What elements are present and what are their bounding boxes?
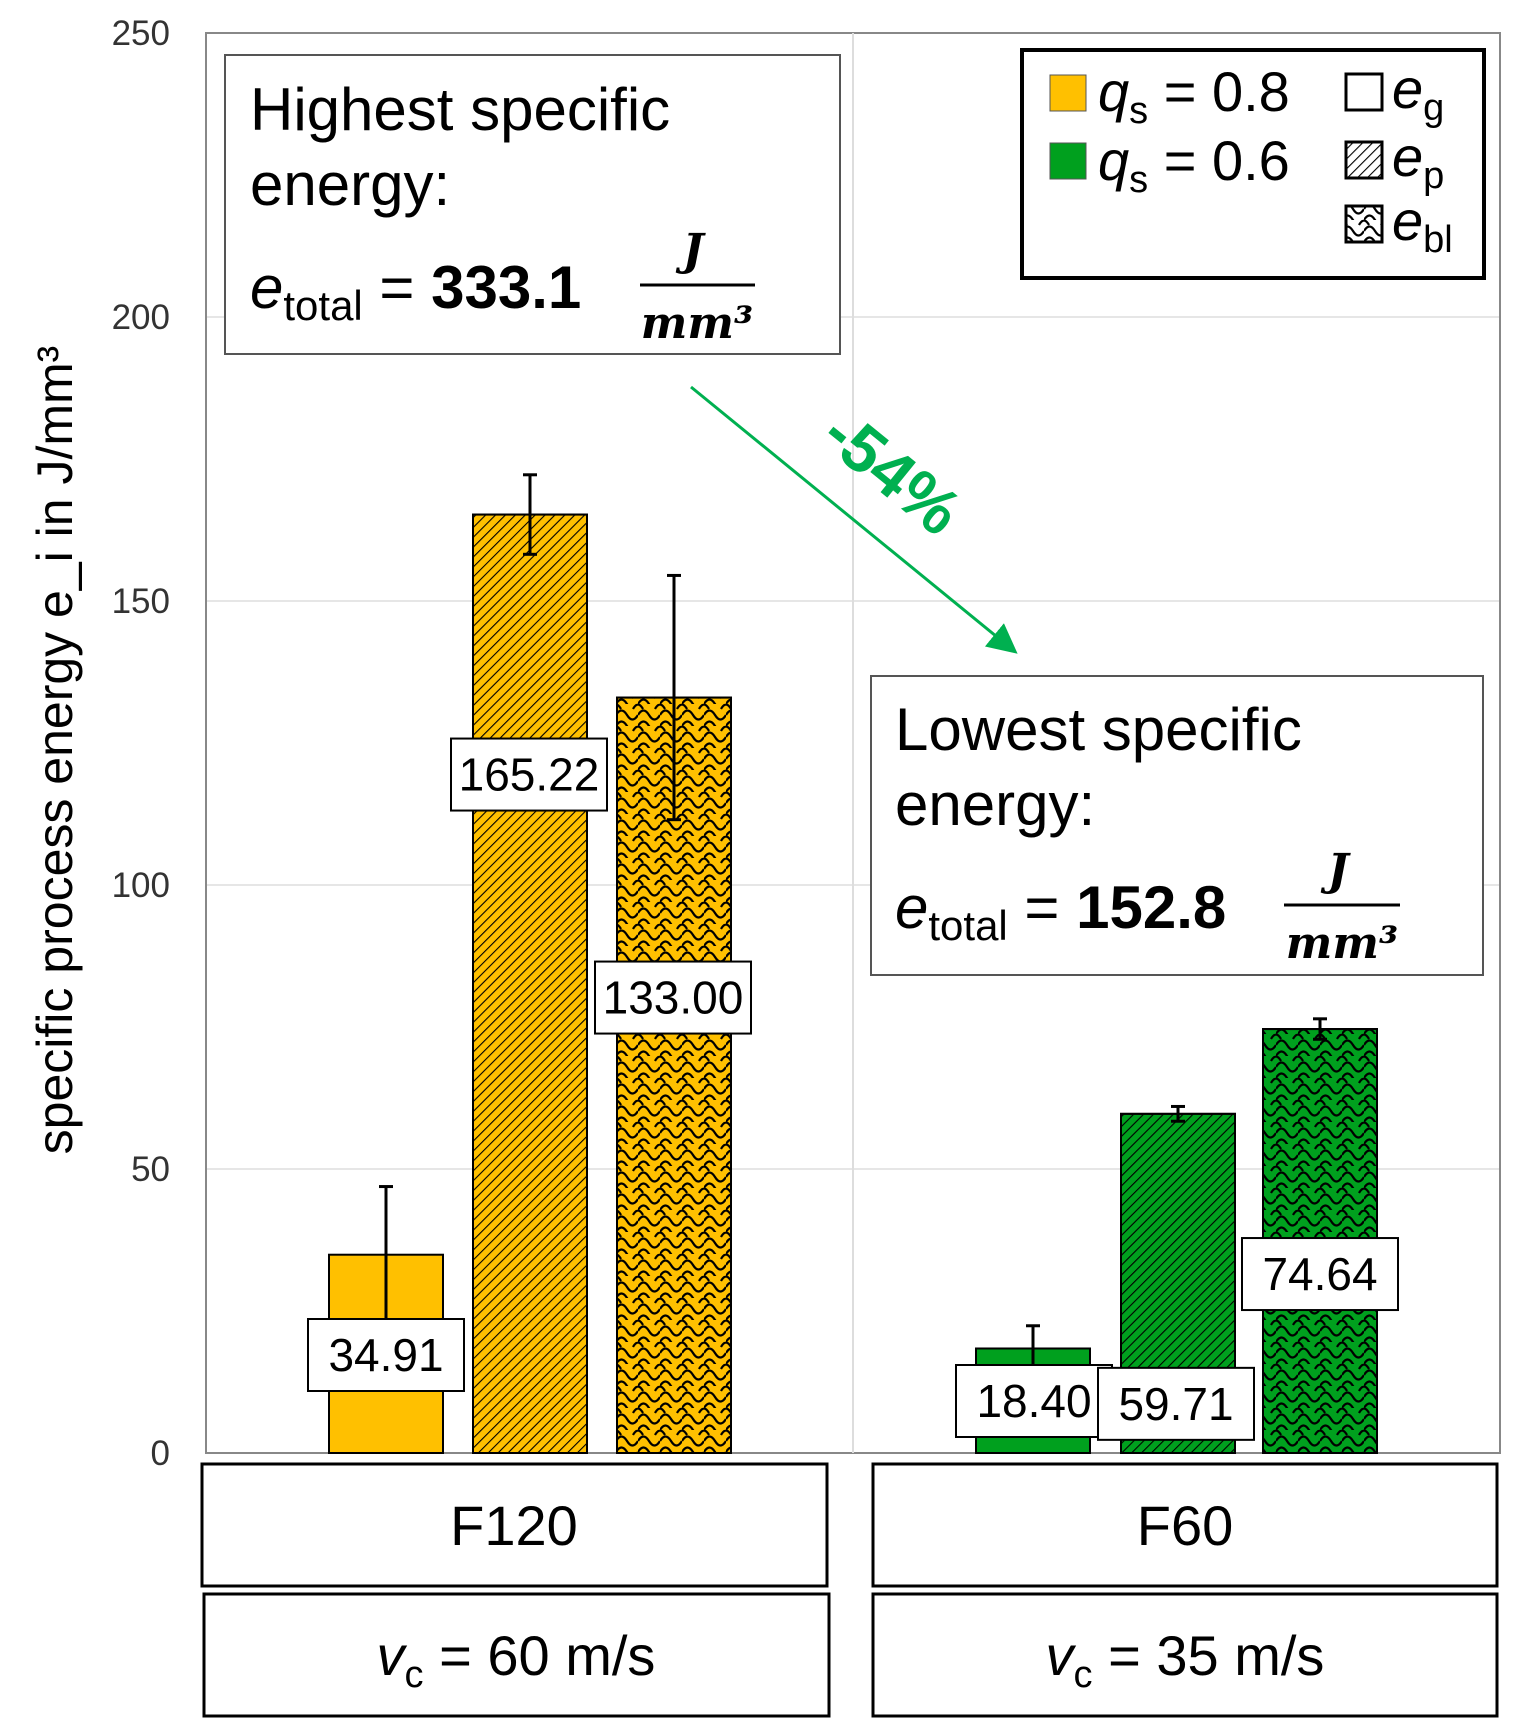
data-label-box [594,960,752,1035]
y-tick-label: 200 [112,298,170,337]
svg-text:vc = 60 m/s: vc = 60 m/s [377,1624,656,1696]
category-f60: F60 [871,1462,1499,1588]
legend-swatch-yellow [1049,74,1087,112]
data-label: 133.00 [603,972,744,1024]
y-tick-label: 100 [112,866,170,905]
bar-pattern-F120-e_bl [616,696,732,1454]
y-tick-label: 150 [112,582,170,621]
legend-swatch-green [1049,142,1087,180]
reduction-arrow [690,385,1018,654]
legend-ep: ep [1392,125,1444,197]
legend: qs = 0.8 qs = 0.6 eg ep ebl [1020,48,1486,280]
data-label-box [307,1318,465,1392]
highest-unit-den: mm³ [641,298,753,349]
data-label: 165.22 [459,749,600,801]
y-tick-label: 0 [151,1434,170,1473]
svg-text:vc = 35 m/s: vc = 35 m/s [1046,1624,1325,1696]
legend-qs-06: qs = 0.6 [1098,129,1290,201]
legend-pattern-ebl [1344,204,1384,244]
y-axis-title: specific process energy e_i in J/mm³ [27,346,83,1155]
data-label-box [450,737,608,812]
data-label-box [955,1364,1113,1438]
data-label-box [1097,1366,1255,1441]
y-tick-label: 250 [112,14,170,53]
y-tick-label: 50 [131,1150,170,1189]
data-label: 59.71 [1118,1378,1233,1430]
bar-pattern-F120-e_p [472,513,588,1454]
legend-ebl: ebl [1392,189,1453,261]
legend-pattern-ep [1344,140,1384,180]
data-label: 34.91 [328,1329,443,1381]
svg-text:F120: F120 [450,1494,578,1557]
y-tick-labels: 0 50 100 150 200 250 [112,14,170,1473]
lowest-unit-den: mm³ [1286,918,1398,969]
highest-line2: energy: [250,151,450,218]
data-label-box [1241,1237,1399,1312]
lowest-line1: Lowest specific [895,696,1302,763]
lowest-formula: etotal = 152.8 [895,874,1226,949]
lowest-line2: energy: [895,771,1095,838]
svg-text:F60: F60 [1137,1494,1234,1557]
error-bars [379,473,1327,1373]
category-vc-35: vc = 35 m/s [871,1592,1499,1718]
category-vc-60: vc = 60 m/s [202,1592,831,1718]
category-f120: F120 [200,1462,829,1588]
legend-eg: eg [1392,57,1444,129]
legend-qs-08: qs = 0.8 [1098,60,1290,132]
highest-energy-annotation: Highest specific energy: etotal = 333.1 … [224,54,841,355]
data-labels: 34.91 18.40 165.22 59.71 133.00 74.64 [307,737,1399,1441]
data-label: 74.64 [1262,1248,1377,1300]
legend-pattern-eg [1344,72,1384,112]
reduction-label: -54% [809,395,975,549]
highest-line1: Highest specific [250,76,670,143]
highest-formula: etotal = 333.1 [250,254,581,329]
data-label: 18.40 [976,1375,1091,1427]
lowest-energy-annotation: Lowest specific energy: etotal = 152.8 J… [870,675,1484,976]
